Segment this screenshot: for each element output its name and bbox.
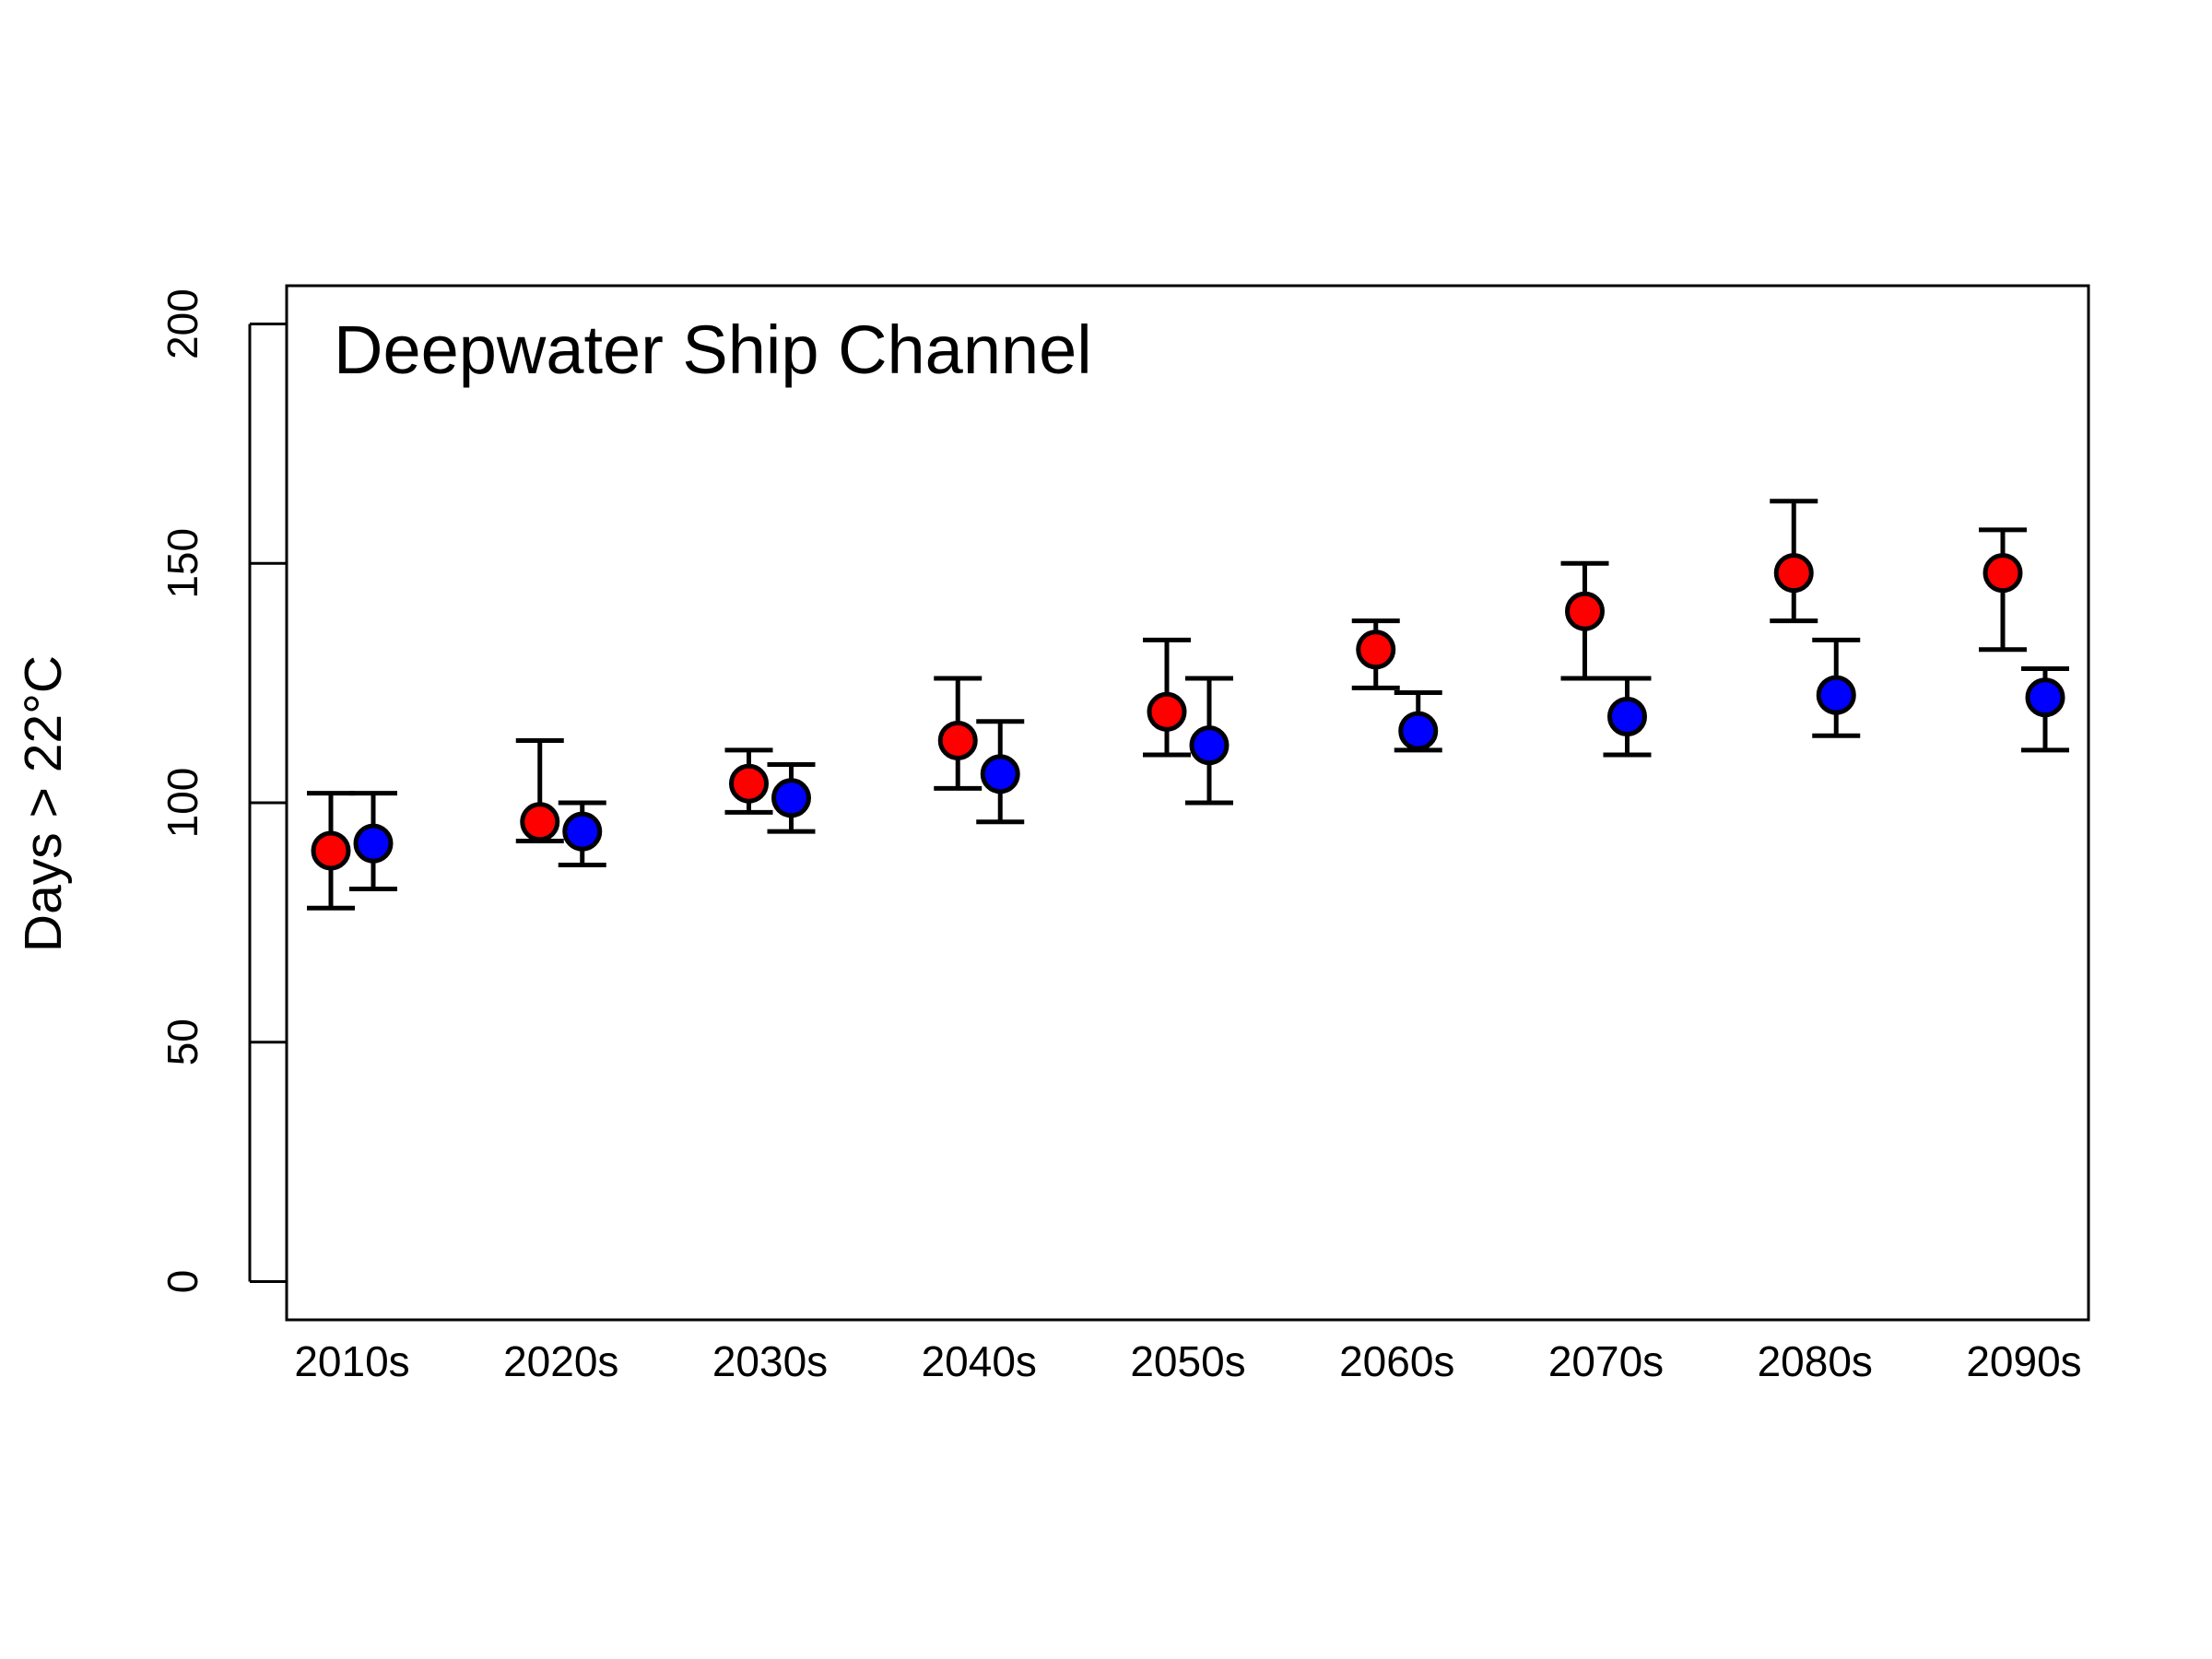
data-point (980, 754, 1020, 794)
y-tick-label: 200 (159, 288, 206, 359)
data-point (1607, 697, 1647, 736)
data-point (937, 720, 978, 760)
y-tick-label: 150 (159, 528, 206, 599)
data-point (1398, 711, 1439, 751)
data-point (311, 830, 351, 871)
data-point (353, 823, 394, 864)
data-point (1189, 725, 1230, 766)
y-tick-label: 0 (159, 1270, 206, 1294)
data-point (2025, 677, 2065, 718)
data-point (1983, 553, 2023, 594)
y-axis: 0 50 100 150 200 (159, 288, 287, 1293)
y-tick-label: 100 (159, 768, 206, 839)
x-tick-label: 2040s (922, 1337, 1037, 1385)
chart-title: Deepwater Ship Channel (334, 312, 1092, 388)
series-1 (307, 499, 2027, 911)
data-point (562, 811, 603, 852)
data-point (1816, 675, 1856, 715)
y-tick-label: 50 (159, 1018, 206, 1065)
x-tick-label: 2010s (294, 1337, 409, 1385)
x-tick-label: 2080s (1758, 1337, 1873, 1385)
data-point (1356, 629, 1396, 670)
x-tick-label: 2050s (1130, 1337, 1245, 1385)
data-marks (307, 499, 2069, 911)
x-tick-label: 2070s (1548, 1337, 1664, 1385)
x-tick-label: 2020s (503, 1337, 618, 1385)
x-tick-label: 2060s (1339, 1337, 1454, 1385)
x-axis: 2010s 2020s 2030s 2040s 2050s 2060s 2070s 2080s… (294, 1337, 2081, 1385)
data-point (729, 763, 769, 804)
data-point (1147, 691, 1187, 732)
x-tick-label: 2030s (712, 1337, 828, 1385)
x-tick-label: 2090s (1966, 1337, 2081, 1385)
data-point (1565, 591, 1605, 631)
y-axis-title: Days > 22°C (14, 655, 73, 952)
data-point (520, 802, 560, 842)
data-point (771, 778, 811, 818)
series-2 (349, 637, 2069, 891)
data-point (1773, 553, 1814, 594)
